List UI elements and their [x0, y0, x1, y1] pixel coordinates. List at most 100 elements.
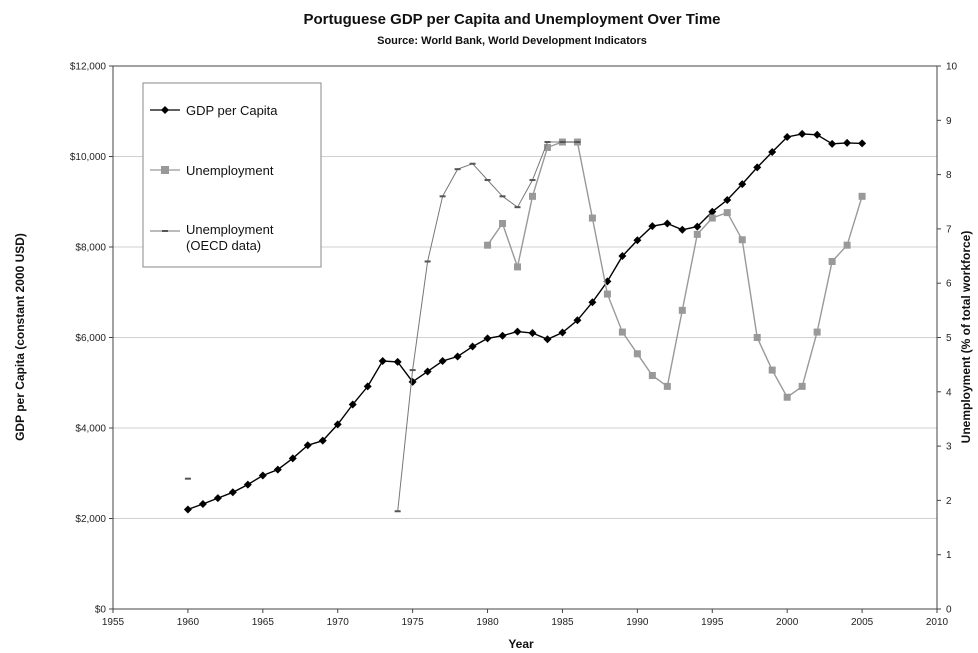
series-0: [183, 129, 867, 514]
gdp-point: [513, 327, 522, 336]
left-y-tick-label: $12,000: [70, 62, 107, 73]
right-y-tick-label: 10: [946, 62, 958, 73]
unemployment-point: [543, 143, 551, 151]
unemployment-point: [723, 209, 731, 217]
right-y-axis-ticks: 0 1 2 3 4 5 6 7 8 9 10: [937, 62, 958, 616]
x-tick-label: 1995: [701, 617, 724, 628]
gdp-point: [213, 494, 222, 503]
legend-oecd-label-line2: (OECD data): [186, 238, 261, 253]
gdp-point: [843, 138, 852, 147]
unemployment-point: [768, 366, 776, 374]
right-y-axis-title: Unemployment (% of total workforce): [959, 231, 973, 444]
x-axis-title: Year: [508, 637, 534, 651]
gdp-point: [798, 129, 807, 138]
gdp-point: [378, 357, 387, 366]
gdp-point: [723, 195, 732, 204]
x-tick-label: 1960: [177, 617, 200, 628]
right-y-tick-label: 5: [946, 333, 952, 344]
chart-title: Portuguese GDP per Capita and Unemployme…: [303, 11, 720, 28]
right-y-tick-label: 2: [946, 496, 952, 507]
x-tick-label: 1955: [102, 617, 125, 628]
gdp-point: [498, 331, 507, 340]
legend-box: [142, 82, 322, 268]
unemployment-point: [514, 263, 522, 271]
left-y-tick-label: $0: [95, 605, 107, 616]
legend-oecd-label: Unemployment (OECD data): [186, 222, 277, 253]
legend-unemployment-label: Unemployment: [186, 163, 274, 178]
gdp-point: [303, 441, 312, 450]
legend-unemployment-marker: [161, 166, 169, 174]
gdp-point: [648, 222, 657, 231]
left-y-tick-label: $8,000: [75, 243, 106, 254]
gdp-point: [288, 454, 297, 463]
gdp-point: [438, 357, 447, 366]
gdp-point: [558, 328, 567, 337]
series-layer: [183, 129, 867, 514]
gdp-point: [813, 130, 822, 139]
right-y-tick-label: 0: [946, 605, 952, 616]
gdp-point: [348, 400, 357, 409]
unemployment-point: [484, 241, 492, 249]
x-tick-label: 2010: [926, 617, 949, 628]
unemployment-point: [693, 230, 701, 238]
left-y-tick-label: $2,000: [75, 514, 106, 525]
gdp-point: [783, 133, 792, 142]
legend-gdp-marker: [161, 106, 169, 114]
gdp-point: [423, 367, 432, 376]
x-tick-label: 1985: [551, 617, 574, 628]
legend: GDP per Capita Unemployment Unemployment…: [142, 82, 322, 268]
legend-gdp-label: GDP per Capita: [186, 103, 278, 118]
gdp-point: [243, 480, 252, 489]
gdp-point: [198, 500, 207, 509]
right-y-tick-label: 4: [946, 387, 952, 398]
gdp-point: [573, 316, 582, 325]
unemployment-point: [798, 382, 806, 390]
gdp-point: [528, 328, 537, 337]
gdp-point: [453, 352, 462, 361]
unemployment-point: [588, 214, 596, 222]
gdp-point: [318, 436, 327, 445]
gdp-point: [678, 225, 687, 234]
unemployment-point: [528, 192, 536, 200]
unemployment-point: [678, 306, 686, 314]
series-0-line: [187, 133, 863, 511]
gdp-point: [543, 335, 552, 344]
gdp-point: [663, 219, 672, 228]
gdp-point: [633, 236, 642, 245]
gdp-point: [483, 334, 492, 343]
unemployment-point: [648, 372, 656, 380]
left-y-tick-label: $6,000: [75, 333, 106, 344]
gdp-point: [768, 147, 777, 156]
gdp-point: [183, 505, 192, 514]
right-y-tick-label: 8: [946, 170, 952, 181]
unemployment-point: [858, 192, 866, 200]
right-y-tick-label: 9: [946, 116, 952, 127]
unemployment-point: [633, 350, 641, 358]
gdp-point: [858, 139, 867, 148]
unemployment-point: [843, 241, 851, 249]
x-tick-label: 2000: [776, 617, 799, 628]
left-y-tick-label: $10,000: [70, 152, 107, 163]
gdp-point: [738, 180, 747, 189]
x-tick-label: 2005: [851, 617, 874, 628]
gdp-point: [693, 222, 702, 231]
x-tick-label: 1965: [252, 617, 275, 628]
gdp-point: [618, 252, 627, 261]
gdp-point: [753, 163, 762, 172]
series-2: [394, 141, 581, 513]
unemployment-point: [753, 334, 761, 341]
left-y-axis-title: GDP per Capita (constant 2000 USD): [13, 233, 27, 441]
unemployment-point: [828, 257, 836, 265]
unemployment-point: [708, 214, 716, 222]
right-y-tick-label: 7: [946, 224, 952, 235]
gdp-point: [333, 420, 342, 429]
unemployment-point: [813, 328, 821, 336]
right-y-tick-label: 1: [946, 550, 952, 561]
gdp-point: [588, 298, 597, 307]
gdp-point: [408, 377, 417, 386]
right-y-tick-label: 6: [946, 279, 952, 290]
unemployment-point: [603, 290, 611, 298]
unemployment-point: [783, 393, 791, 401]
unemployment-point: [738, 236, 746, 244]
